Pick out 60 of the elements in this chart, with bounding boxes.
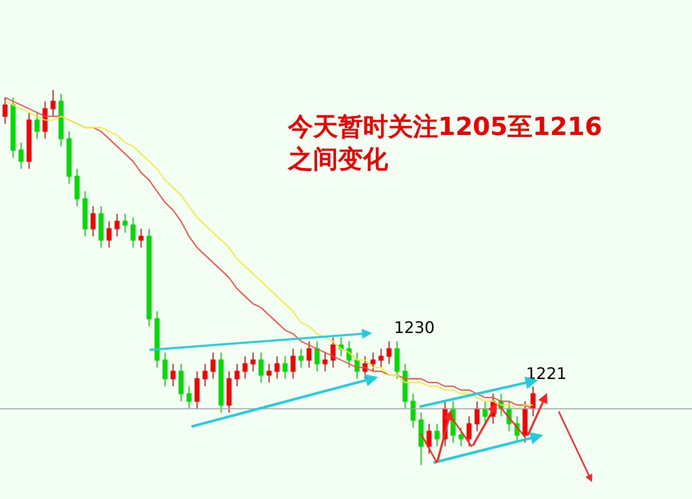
candlestick xyxy=(146,228,152,327)
candlestick xyxy=(170,363,176,387)
candlestick xyxy=(2,97,8,124)
candlestick xyxy=(122,213,128,233)
candlestick xyxy=(370,352,376,372)
candlestick xyxy=(474,400,480,432)
candlestick xyxy=(114,213,120,237)
candlestick xyxy=(458,427,464,447)
candlestick xyxy=(98,206,104,248)
candlestick xyxy=(410,393,416,428)
candlestick xyxy=(298,348,304,368)
candlestick xyxy=(138,228,144,248)
candlestick xyxy=(50,90,56,117)
candlestick xyxy=(10,97,16,158)
candlestick xyxy=(362,356,368,380)
candlestick xyxy=(242,356,248,380)
candlestick xyxy=(18,142,24,170)
candlestick xyxy=(58,93,64,147)
candlestick xyxy=(274,356,280,380)
candlestick xyxy=(90,206,96,237)
candlestick xyxy=(34,112,40,140)
candlestick xyxy=(258,352,264,383)
candlestick xyxy=(306,340,312,368)
candlestick xyxy=(178,363,184,402)
candlestick xyxy=(322,352,328,372)
annotation: 今天暂时关注1205至1216 之间变化 xyxy=(287,112,602,174)
annotation: 1230 xyxy=(394,318,435,337)
candlestick xyxy=(530,386,536,417)
candlestick xyxy=(26,112,32,170)
candlestick xyxy=(418,412,424,466)
candlestick xyxy=(482,400,488,424)
candlestick xyxy=(106,220,112,248)
candlestick xyxy=(130,217,136,248)
candlestick xyxy=(378,348,384,368)
candlestick xyxy=(234,363,240,387)
candlestick xyxy=(226,370,232,413)
candlestick xyxy=(394,340,400,380)
candlestick xyxy=(290,348,296,380)
candlestick xyxy=(426,423,432,454)
candlestick xyxy=(66,130,72,184)
candlestick xyxy=(282,356,288,380)
candlestick xyxy=(314,340,320,372)
annotation: 1221 xyxy=(526,364,567,383)
candlestick xyxy=(402,363,408,410)
candlestick xyxy=(434,423,440,447)
candlestick xyxy=(250,352,256,372)
candlestick xyxy=(354,352,360,380)
candlestick xyxy=(346,340,352,368)
candlestick xyxy=(218,352,224,413)
candlestick xyxy=(194,370,200,410)
candlestick xyxy=(162,352,168,387)
candlestick xyxy=(154,310,160,368)
candlestick xyxy=(202,363,208,387)
candlestick xyxy=(266,363,272,383)
candlestick xyxy=(386,340,392,364)
candlestick xyxy=(186,386,192,410)
candlestick xyxy=(210,352,216,380)
candlestick xyxy=(82,190,88,237)
candlestick xyxy=(330,337,336,368)
candlestick xyxy=(74,168,80,207)
